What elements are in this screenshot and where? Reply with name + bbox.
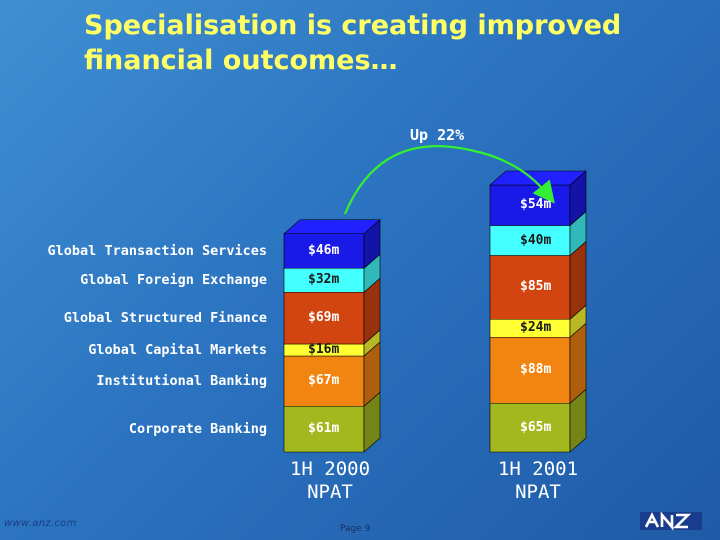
segment-value-label: $32m: [308, 272, 340, 288]
segment-value-label: $88m: [520, 362, 552, 378]
segment-value-label: $61m: [308, 421, 340, 437]
bar-segment-top: [283, 219, 381, 235]
segment-value-label: $54m: [520, 197, 552, 213]
segment-value-label: $65m: [520, 419, 552, 435]
segment-value-label: $40m: [520, 232, 552, 248]
segment-value-label: $67m: [308, 373, 340, 389]
page-title: Specialisation is creating improved fina…: [84, 10, 622, 76]
x-tick-label-1h2001: 1H 2001 NPAT: [468, 458, 608, 504]
x-tick-label-line: NPAT: [307, 481, 353, 503]
series-label: Institutional Banking: [96, 373, 267, 390]
x-tick-label-line: 1H 2001: [497, 458, 579, 480]
x-tick-label-line: NPAT: [515, 481, 561, 503]
segment-value-label: $85m: [520, 279, 552, 295]
segment-value-label: $24m: [520, 320, 552, 336]
series-label: Corporate Banking: [128, 421, 267, 438]
segment-value-label: $46m: [308, 243, 340, 258]
series-label: Global Structured Finance: [63, 310, 267, 327]
growth-arrow-icon: [343, 145, 555, 215]
x-tick-label-1h2000: 1H 2000 NPAT: [260, 458, 400, 504]
series-label: Global Foreign Exchange: [80, 272, 267, 289]
x-tick-label-line: 1H 2000: [289, 458, 371, 480]
growth-annotation: Up 22%: [410, 126, 465, 144]
anz-logo-icon: [640, 511, 702, 531]
segment-value-label: $16m: [308, 342, 340, 357]
series-label: Global Capital Markets: [88, 342, 267, 358]
segment-value-label: $69m: [308, 310, 340, 326]
page-number: Page 9: [340, 524, 371, 534]
series-label: Global Transaction Services: [47, 243, 267, 259]
footer-url-link[interactable]: www.anz.com: [4, 518, 77, 529]
